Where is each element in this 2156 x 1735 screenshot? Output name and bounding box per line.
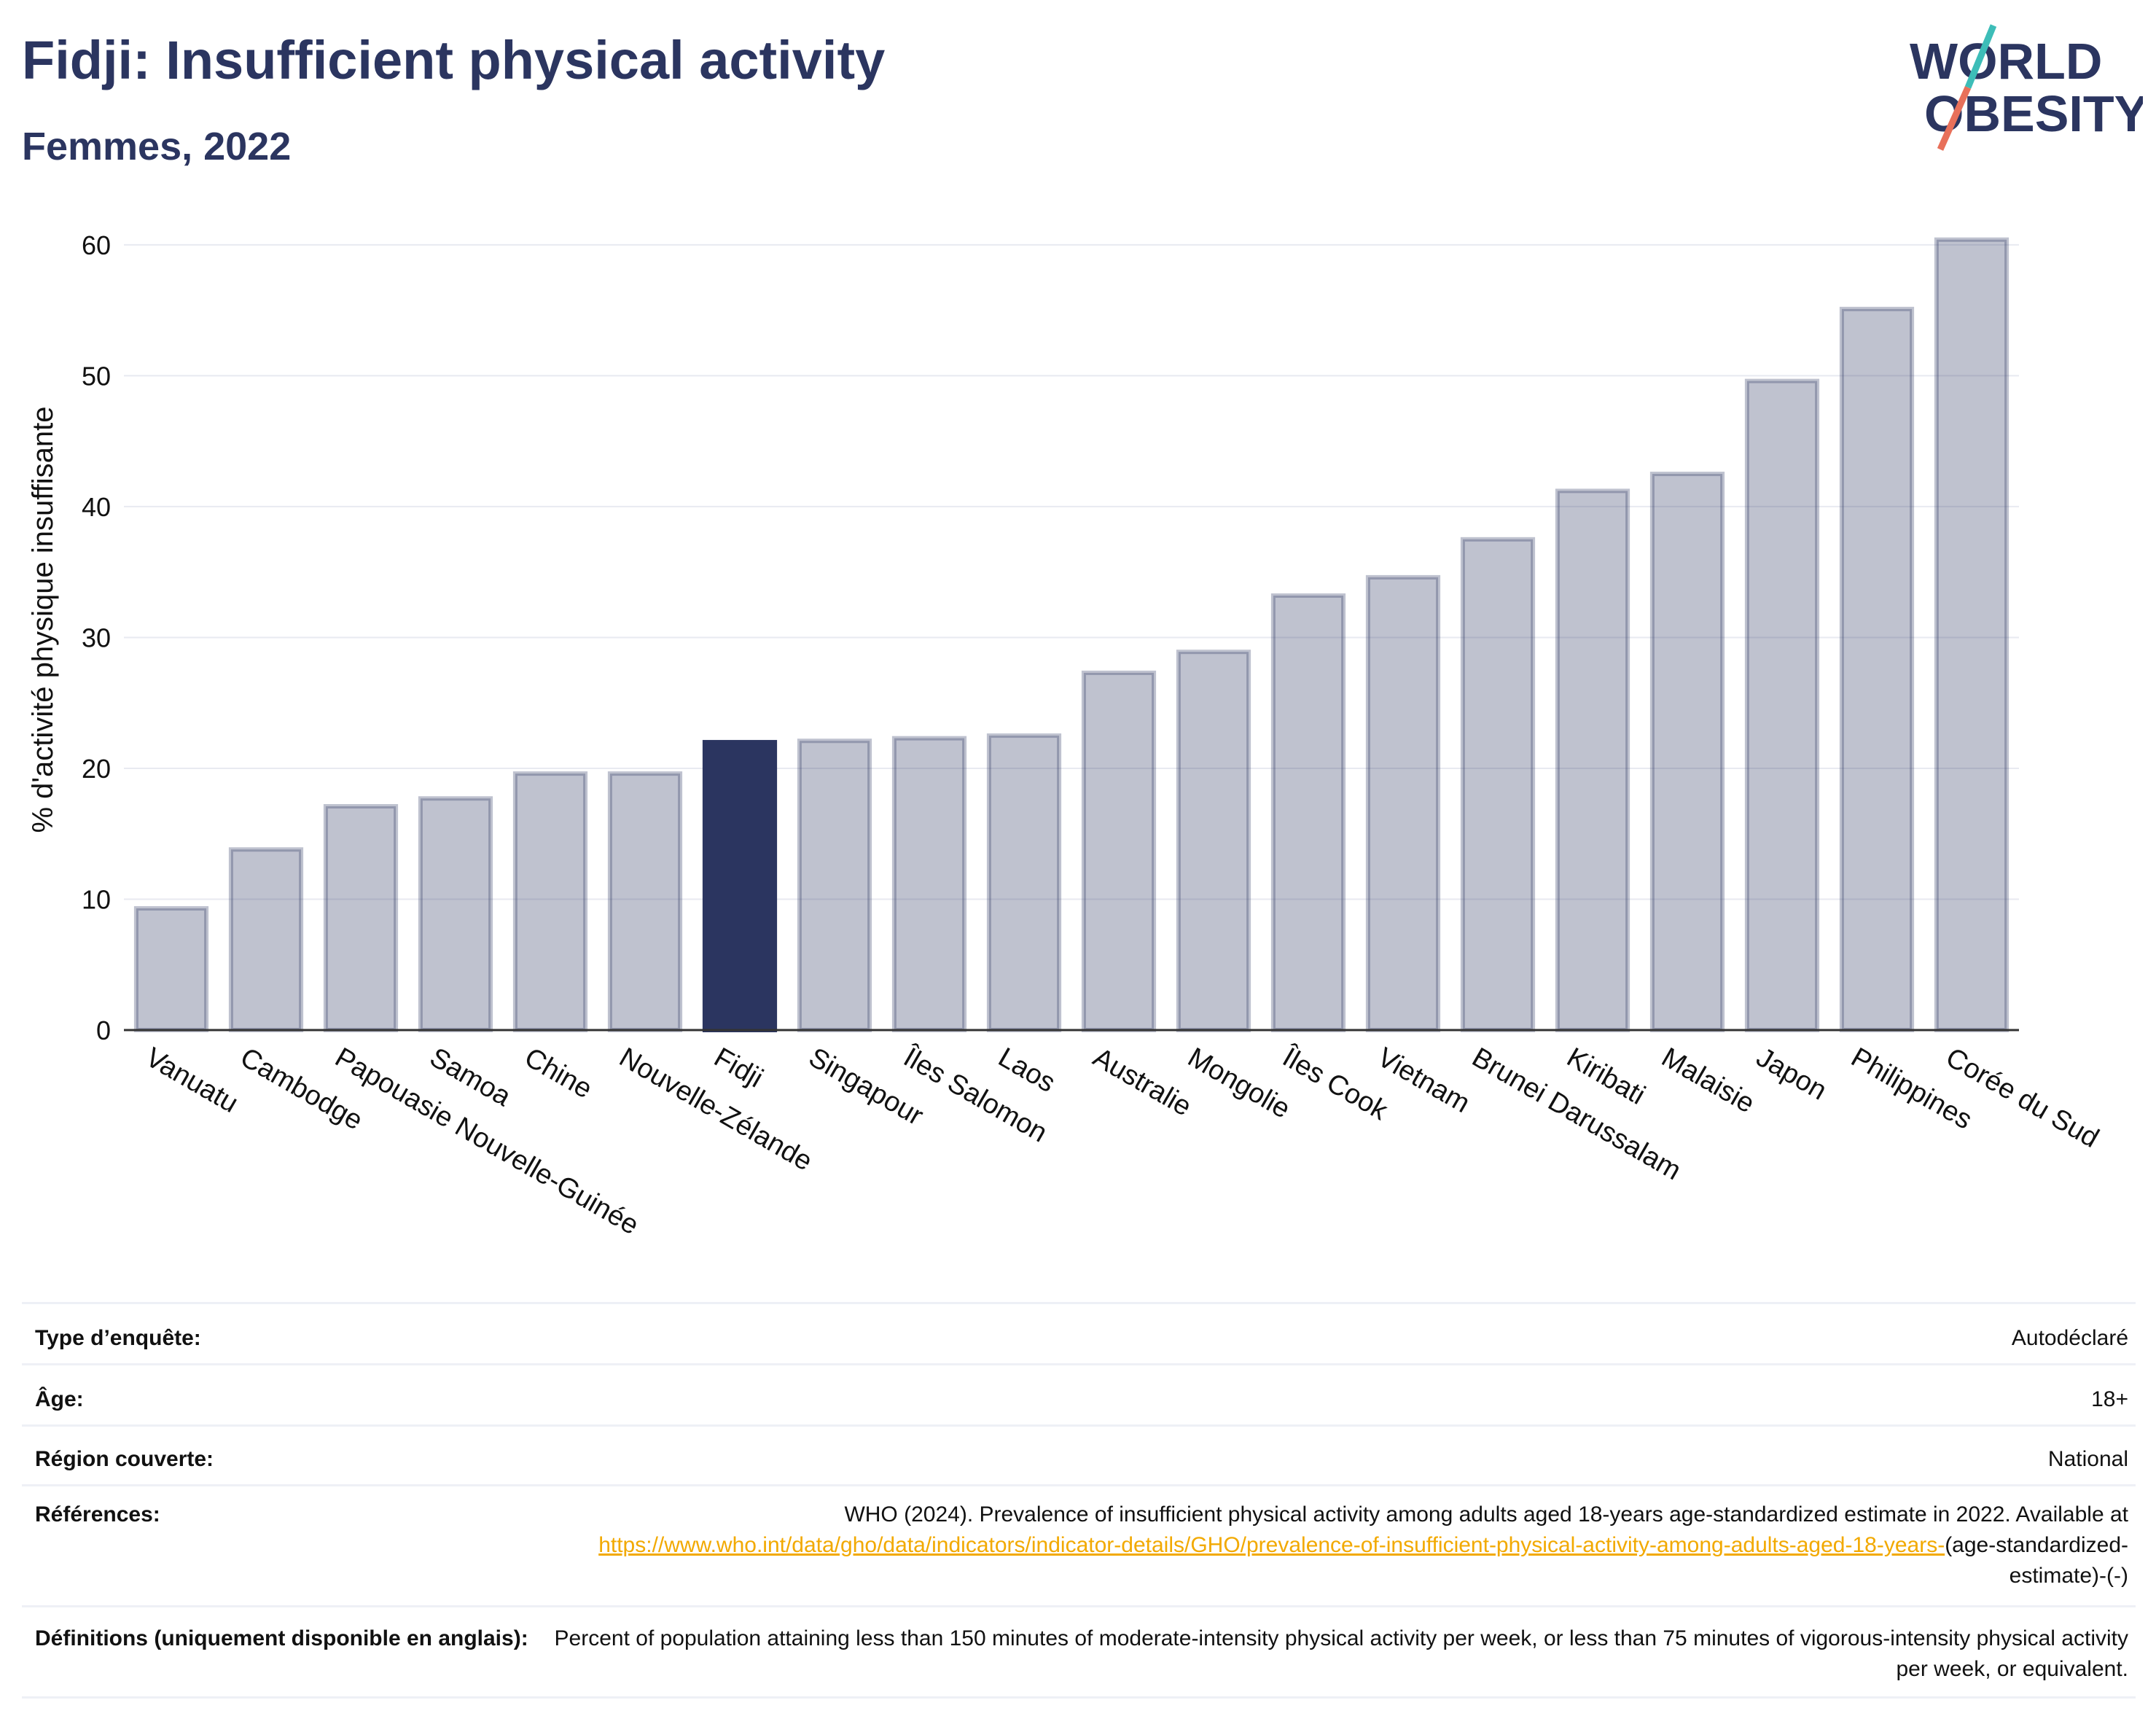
bar-chine [512, 771, 588, 1032]
age-label: Âge: [35, 1387, 84, 1411]
bar-layer [133, 237, 2009, 1033]
references-text: WHO (2024). Prevalence of insufficient p… [844, 1502, 2128, 1527]
x-tick-label: Mongolie [1183, 1042, 1296, 1124]
y-tick-label: 50 [82, 361, 111, 391]
y-tick-label: 30 [82, 623, 111, 652]
world-obesity-logo: WORLD OBESITY [1910, 24, 2143, 151]
meta-row-definitions: Définitions (uniquement disponible en an… [22, 1605, 2136, 1699]
y-axis-label: % d'activité physique insuffisante [27, 406, 59, 833]
metadata-table: Type d’enquête: Autodéclaré Âge: 18+ Rég… [22, 1302, 2136, 1699]
bar-vietnam [1365, 574, 1441, 1032]
survey-type-label: Type d’enquête: [35, 1326, 201, 1350]
x-tick-label: Corée du Sud [1941, 1042, 2104, 1154]
x-tick-label: Fidji [709, 1042, 768, 1093]
definitions-value: Percent of population attaining less tha… [554, 1626, 2128, 1681]
logo-line1: WORLD [1910, 33, 2102, 90]
bar-vanuatu [133, 906, 209, 1032]
references-value: WHO (2024). Prevalence of insufficient p… [531, 1500, 2136, 1591]
logo-slash-teal [1964, 24, 1997, 89]
bar-fidji [702, 740, 778, 1032]
x-tick-label: Chine [520, 1042, 598, 1104]
meta-row-region: Région couverte: National [22, 1424, 2136, 1484]
logo-line2: OBESITY [1924, 85, 2143, 142]
bar-australie [1081, 670, 1157, 1032]
y-tick-label: 20 [82, 754, 111, 784]
x-tick-label: Îles Cook [1277, 1041, 1394, 1126]
bar-nouvelle-zélande [607, 771, 683, 1032]
y-tick-label: 10 [82, 884, 111, 914]
page-title: Fidji: Insufficient physical activity [22, 30, 886, 90]
page-subtitle: Femmes, 2022 [22, 125, 292, 168]
x-tick-label: Japon [1751, 1042, 1832, 1106]
references-suffix: (age-standardized-estimate)-(-) [1945, 1533, 2128, 1588]
survey-type-value: Autodéclaré [2011, 1326, 2128, 1350]
meta-row-references: Références: WHO (2024). Prevalence of in… [22, 1484, 2136, 1605]
x-tick-label: Australie [1088, 1042, 1197, 1122]
references-label: Références: [35, 1502, 160, 1527]
bar-kiribati [1555, 488, 1630, 1032]
bar-papouasie-nouvelle-guinée [323, 804, 399, 1032]
meta-row-survey-type: Type d’enquête: Autodéclaré [22, 1302, 2136, 1363]
logo-slash-coral [1937, 86, 1972, 151]
y-tick-label: 40 [82, 492, 111, 522]
meta-row-age: Âge: 18+ [22, 1363, 2136, 1424]
bar-îles-salomon [891, 736, 967, 1032]
bar-philippines [1839, 306, 1915, 1032]
grid-layer [124, 243, 2019, 900]
bar-japon [1744, 378, 1820, 1033]
bar-cambodge [228, 847, 304, 1033]
bar-singapour [797, 738, 872, 1032]
age-value: 18+ [2091, 1387, 2128, 1411]
definitions-label: Définitions (uniquement disponible en an… [35, 1626, 528, 1650]
bar-mongolie [1176, 650, 1251, 1032]
bar-corée-du-sud [1934, 237, 2009, 1033]
x-tick-label: Malaisie [1657, 1042, 1760, 1119]
x-tick-label: Laos [993, 1042, 1061, 1099]
bar-malaisie [1649, 472, 1725, 1032]
region-value: National [2047, 1447, 2128, 1471]
y-tick-label: 60 [82, 230, 111, 260]
region-label: Région couverte: [35, 1447, 214, 1471]
bar-samoa [418, 796, 493, 1033]
y-tick-label: 0 [96, 1015, 111, 1045]
references-link[interactable]: https://www.who.int/data/gho/data/indica… [598, 1533, 1945, 1557]
bar-îles-cook [1270, 593, 1346, 1032]
bar-brunei-darussalam [1460, 537, 1536, 1032]
bar-laos [986, 733, 1062, 1032]
x-tick-label: Vanuatu [141, 1042, 243, 1119]
